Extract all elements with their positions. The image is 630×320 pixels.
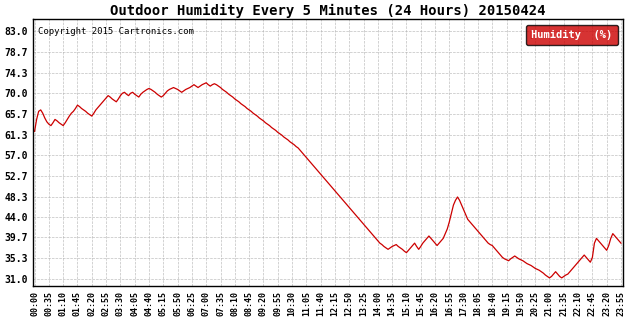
Legend: Humidity  (%): Humidity (%) [526,25,618,45]
Title: Outdoor Humidity Every 5 Minutes (24 Hours) 20150424: Outdoor Humidity Every 5 Minutes (24 Hou… [110,4,546,18]
Text: Copyright 2015 Cartronics.com: Copyright 2015 Cartronics.com [38,28,194,36]
